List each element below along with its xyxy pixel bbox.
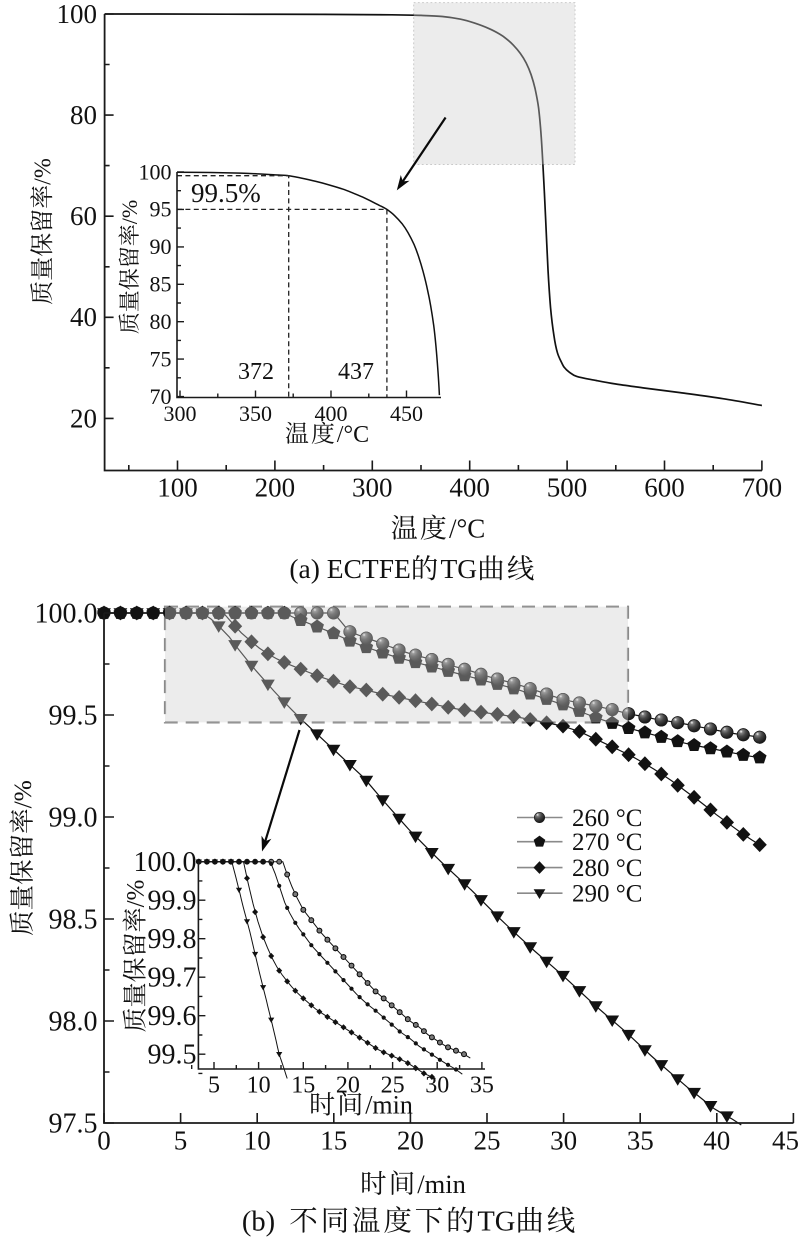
svg-text:85: 85 [150, 272, 172, 297]
svg-text:/min: /min [417, 1169, 466, 1199]
svg-text:99.9: 99.9 [148, 886, 197, 917]
svg-text:260 °C: 260 °C [572, 805, 642, 832]
svg-text:80: 80 [70, 100, 97, 130]
svg-text:400: 400 [449, 472, 490, 502]
svg-text:400: 400 [315, 401, 348, 426]
svg-text:372: 372 [238, 359, 274, 385]
svg-text:45: 45 [772, 1125, 799, 1155]
svg-text:99.8: 99.8 [148, 924, 197, 955]
svg-text:99.5: 99.5 [49, 700, 98, 731]
svg-text:95: 95 [150, 197, 172, 222]
svg-text:97.5: 97.5 [49, 1108, 98, 1139]
svg-text:(b): (b) [242, 1207, 275, 1238]
svg-text:5: 5 [208, 1072, 220, 1098]
svg-text:99.5: 99.5 [148, 1040, 197, 1071]
svg-text:25: 25 [381, 1072, 405, 1098]
svg-text:270 °C: 270 °C [572, 829, 642, 856]
svg-text:350: 350 [239, 401, 272, 426]
svg-text:500: 500 [547, 472, 588, 502]
svg-text:20: 20 [397, 1125, 424, 1155]
svg-text:/°C: /°C [449, 514, 485, 544]
svg-text:40: 40 [703, 1125, 730, 1155]
svg-text:100.0: 100.0 [134, 847, 197, 878]
svg-text:30: 30 [425, 1072, 449, 1098]
svg-text:35: 35 [627, 1125, 654, 1155]
svg-text:(a) ECTFE: (a) ECTFE [289, 553, 410, 584]
svg-text:90: 90 [150, 234, 172, 259]
svg-text:/%: /% [117, 200, 142, 224]
svg-text:0: 0 [97, 1125, 111, 1155]
svg-text:20: 20 [70, 403, 97, 433]
svg-text:/%: /% [30, 158, 56, 185]
svg-text:98.5: 98.5 [49, 904, 98, 935]
svg-text:75: 75 [150, 346, 172, 371]
svg-text:99.5%: 99.5% [191, 178, 261, 208]
svg-text:25: 25 [474, 1125, 501, 1155]
svg-text:100: 100 [139, 159, 172, 184]
svg-text:/min: /min [365, 1091, 413, 1120]
svg-text:/%: /% [8, 780, 37, 808]
svg-text:/%: /% [123, 880, 150, 908]
svg-text:TG: TG [477, 1207, 515, 1238]
svg-text:600: 600 [644, 472, 685, 502]
svg-text:200: 200 [255, 472, 296, 502]
svg-text:70: 70 [150, 384, 172, 409]
svg-text:100.0: 100.0 [35, 598, 98, 629]
svg-text:15: 15 [320, 1125, 347, 1155]
svg-text:98.0: 98.0 [49, 1006, 98, 1037]
svg-text:60: 60 [70, 201, 97, 231]
svg-text:10: 10 [247, 1072, 271, 1098]
svg-text:/°C: /°C [337, 422, 369, 448]
svg-text:99.0: 99.0 [49, 802, 98, 833]
svg-text:700: 700 [742, 472, 783, 502]
svg-text:30: 30 [550, 1125, 577, 1155]
svg-text:437: 437 [338, 359, 374, 385]
svg-text:100: 100 [57, 0, 98, 29]
svg-text:99.7: 99.7 [148, 963, 197, 994]
svg-text:300: 300 [164, 401, 197, 426]
svg-text:300: 300 [352, 472, 393, 502]
svg-text:TG: TG [441, 553, 478, 584]
svg-text:40: 40 [70, 302, 97, 332]
svg-text:35: 35 [470, 1072, 494, 1098]
svg-text:450: 450 [390, 401, 423, 426]
svg-text:280 °C: 280 °C [572, 855, 642, 882]
svg-text:100: 100 [157, 472, 198, 502]
svg-text:5: 5 [174, 1125, 188, 1155]
svg-text:99.6: 99.6 [148, 1001, 197, 1032]
svg-text:290 °C: 290 °C [572, 881, 642, 908]
svg-text:80: 80 [150, 309, 172, 334]
svg-text:10: 10 [244, 1125, 271, 1155]
